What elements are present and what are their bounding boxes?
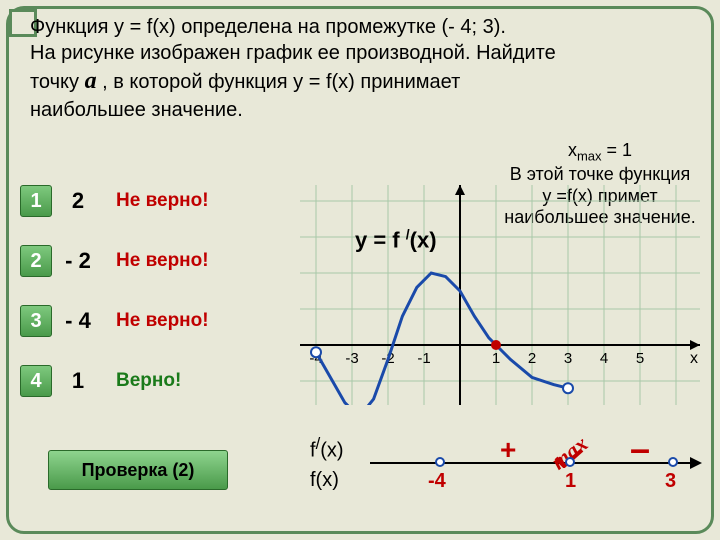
option-value: - 2 [58,248,98,274]
sign-minus: – [630,428,650,470]
sign-point [435,457,445,467]
sign-point-label: 1 [565,470,576,493]
svg-text:5: 5 [636,350,644,367]
svg-text:2: 2 [528,350,536,367]
option-feedback: Не верно! [116,250,209,272]
sign-plus: + [500,434,516,466]
sign-row2: f(x) [302,467,352,494]
sign-number-line [370,462,700,464]
svg-text:-3: -3 [345,350,358,367]
option-row: 4 1 Верно! [20,360,209,402]
svg-text:x: x [690,350,698,367]
option-row: 1 2 Не верно! [20,180,209,222]
svg-text:3: 3 [564,350,572,367]
svg-text:1: 1 [492,350,500,367]
sign-point [565,457,575,467]
option-feedback: Верно! [116,370,181,392]
svg-text:-1: -1 [417,350,430,367]
bubble-xmax: xmax = 1 [568,140,632,160]
problem-line4: наибольшее значение. [30,99,243,121]
option-row: 2 - 2 Не верно! [20,240,209,282]
option-button-2[interactable]: 2 [20,245,52,277]
option-feedback: Не верно! [116,190,209,212]
check-button[interactable]: Проверка (2) [48,450,228,490]
sign-point-label: -4 [428,470,446,493]
chart-function-label: y = f /(x) [355,226,437,253]
option-button-4[interactable]: 4 [20,365,52,397]
problem-line1: Функция y = f(x) определена на промежутк… [30,16,506,38]
option-button-3[interactable]: 3 [20,305,52,337]
option-value: - 4 [58,308,98,334]
sign-point [668,457,678,467]
sign-row1: f/(x) [302,432,352,465]
svg-text:4: 4 [600,350,608,367]
options-list: 1 2 Не верно! 2 - 2 Не верно! 3 - 4 Не в… [20,180,209,420]
option-row: 3 - 4 Не верно! [20,300,209,342]
bubble-l2: В этой точке функция [510,164,691,184]
option-value: 2 [58,188,98,214]
option-value: 1 [58,368,98,394]
problem-text: Функция y = f(x) определена на промежутк… [30,14,700,123]
option-feedback: Не верно! [116,310,209,332]
problem-line2: На рисунке изображен график ее производн… [30,42,556,64]
option-button-1[interactable]: 1 [20,185,52,217]
sign-point-label: 3 [665,470,676,493]
problem-line3a: точку [30,71,85,93]
derivative-chart: -4-3-2-112345x [300,185,700,405]
problem-a-symbol: a [85,68,97,94]
sign-table: f/(x) f(x) [300,430,354,496]
problem-line3b: , в которой функция y = f(x) принимает [102,71,460,93]
